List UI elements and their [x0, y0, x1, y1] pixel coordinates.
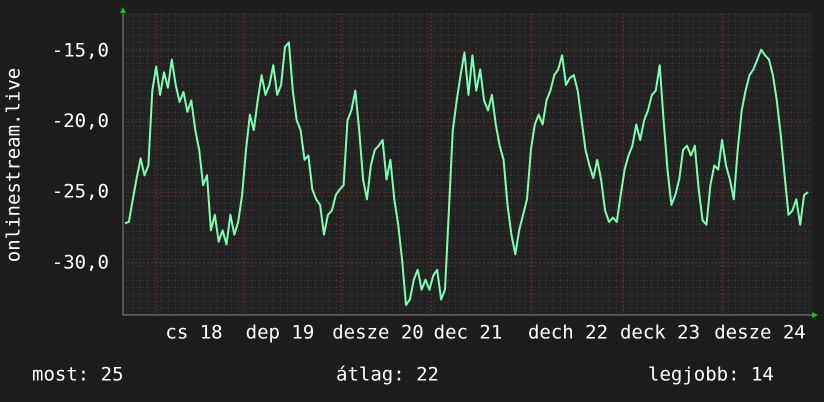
x-tick-label: dec 21: [434, 322, 503, 344]
x-tick-label: desze 24: [714, 322, 806, 344]
x-tick-label: cs 18: [165, 322, 222, 344]
axis-arrow: [120, 7, 126, 13]
x-tick-label: dep 19: [246, 322, 315, 344]
minor-grid: [123, 13, 812, 315]
y-tick-label: -25,0: [52, 181, 109, 203]
y-tick-label: -20,0: [52, 110, 109, 132]
axis-arrow: [812, 312, 818, 318]
footer-best: legjobb: 14: [648, 364, 774, 386]
x-tick-label: dech 22: [528, 322, 608, 344]
x-tick-label: desze 20: [332, 322, 424, 344]
footer-current: most: 25: [32, 364, 124, 386]
footer-average: átlag: 22: [336, 364, 439, 386]
y-tick-label: -30,0: [52, 251, 109, 273]
x-tick-label: deck 23: [620, 322, 700, 344]
data-line: [124, 41, 809, 307]
y-axis-label: onlinestream.live: [3, 68, 25, 262]
y-tick-label: -15,0: [52, 40, 109, 62]
